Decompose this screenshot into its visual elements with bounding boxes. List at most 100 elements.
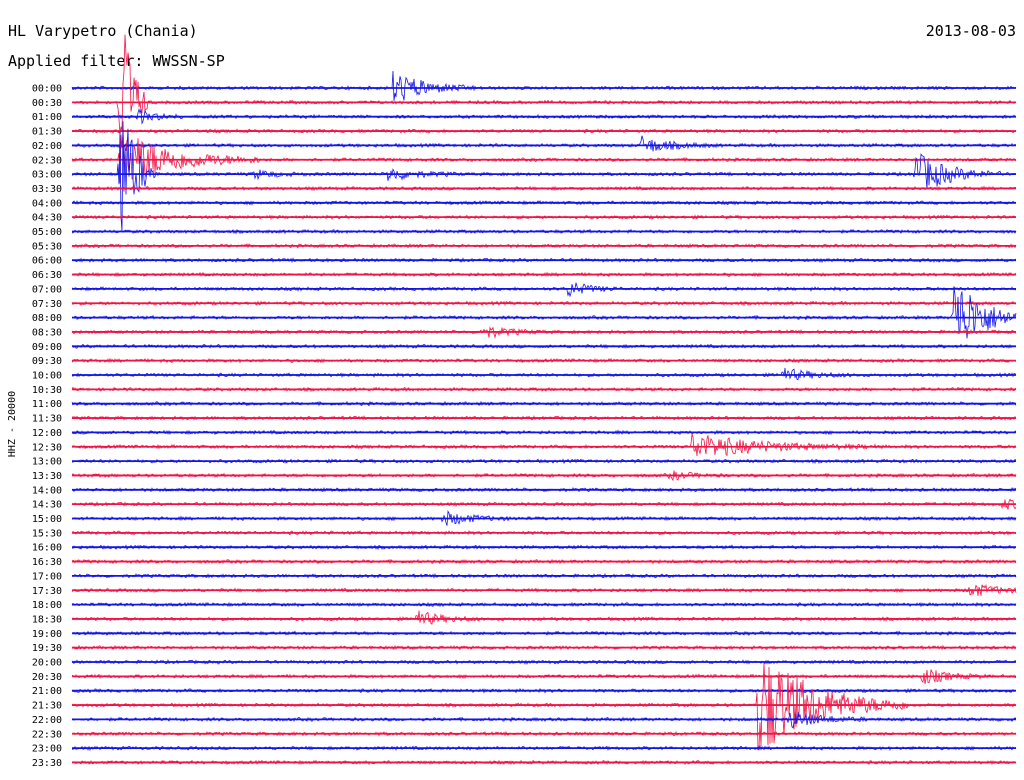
time-tick-label: 19:30 — [32, 643, 62, 654]
seismic-trace — [71, 669, 1017, 685]
time-tick-label: 21:00 — [32, 686, 62, 697]
seismic-trace — [71, 572, 1017, 579]
time-tick-label: 00:00 — [32, 84, 62, 95]
seismic-trace — [72, 744, 1017, 752]
time-tick-label: 23:00 — [32, 744, 62, 755]
seismic-trace — [71, 730, 1017, 737]
time-tick-label: 23:30 — [32, 758, 62, 769]
seismic-trace — [71, 214, 1017, 221]
time-tick-label: 07:30 — [32, 299, 62, 310]
time-tick-label: 05:30 — [32, 241, 62, 252]
time-tick-label: 09:30 — [32, 356, 62, 367]
seismic-trace — [71, 357, 1017, 364]
time-tick-label: 06:30 — [32, 270, 62, 281]
station-title: HL Varypetro (Chania) — [8, 22, 198, 40]
time-tick-label: 05:00 — [32, 227, 62, 238]
time-tick-label: 13:00 — [32, 457, 62, 468]
seismic-trace — [71, 386, 1017, 393]
seismic-trace — [71, 121, 1017, 231]
seismic-trace — [71, 658, 1017, 665]
time-tick-label: 01:30 — [32, 127, 62, 138]
time-tick-label: 12:00 — [32, 428, 62, 439]
seismic-trace — [71, 34, 1017, 135]
time-tick-label: 22:00 — [32, 715, 62, 726]
time-tick-label: 17:00 — [32, 571, 62, 582]
seismic-trace — [71, 687, 1017, 694]
seismic-trace — [71, 400, 1017, 407]
seismic-trace — [71, 129, 1017, 184]
time-tick-label: 18:30 — [32, 614, 62, 625]
seismic-trace — [71, 257, 1017, 264]
time-tick-label: 10:30 — [32, 385, 62, 396]
seismic-trace — [71, 644, 1017, 651]
time-tick-label: 11:00 — [32, 399, 62, 410]
channel-axis-label: HHZ - 20000 — [7, 391, 18, 457]
seismic-trace — [71, 759, 1017, 766]
time-tick-label: 04:30 — [32, 213, 62, 224]
seismic-trace — [71, 711, 1017, 729]
time-tick-label: 18:00 — [32, 600, 62, 611]
time-tick-label: 10:00 — [32, 371, 62, 382]
seismic-trace — [71, 630, 1017, 637]
seismic-trace — [71, 271, 1017, 278]
time-tick-label: 07:00 — [32, 284, 62, 295]
time-tick-label: 16:30 — [32, 557, 62, 568]
date-label: 2013-08-03 — [926, 22, 1016, 40]
seismic-trace — [71, 185, 1017, 192]
time-tick-label: 12:30 — [32, 442, 62, 453]
filter-label: Applied filter: WWSSN-SP — [8, 52, 225, 70]
time-tick-label: 16:00 — [32, 543, 62, 554]
time-tick-label: 08:00 — [32, 313, 62, 324]
seismic-trace — [71, 601, 1017, 608]
seismic-trace — [71, 282, 1017, 298]
time-tick-label: 00:30 — [32, 98, 62, 109]
seismic-trace — [71, 583, 1017, 596]
trace-group — [71, 34, 1017, 766]
seismic-trace — [71, 326, 1017, 339]
time-tick-label: 21:30 — [32, 701, 62, 712]
time-tick-group: 00:00 00:30 01:00 01:30 02:00 02:30 03:00 03:30… — [32, 84, 62, 769]
seismic-trace — [71, 529, 1017, 536]
time-tick-label: 01:00 — [32, 112, 62, 123]
time-tick-label: 08:30 — [32, 327, 62, 338]
seismic-trace — [71, 458, 1017, 465]
seismic-trace — [71, 300, 1017, 307]
seismic-trace — [71, 135, 1017, 152]
time-tick-label: 13:30 — [32, 471, 62, 482]
seismic-trace — [71, 429, 1017, 436]
time-tick-label: 11:30 — [32, 414, 62, 425]
seismic-trace — [71, 128, 1017, 135]
time-tick-label: 06:00 — [32, 256, 62, 267]
seismic-trace — [71, 470, 1017, 482]
seismic-trace — [71, 199, 1017, 206]
time-tick-label: 04:00 — [32, 198, 62, 209]
time-tick-label: 14:30 — [32, 500, 62, 511]
time-tick-label: 02:30 — [32, 155, 62, 166]
seismic-trace — [71, 544, 1017, 551]
seismic-trace — [71, 70, 1017, 101]
seismic-trace — [71, 286, 1017, 339]
time-tick-label: 19:00 — [32, 629, 62, 640]
seismic-trace — [71, 558, 1017, 565]
time-tick-label: 22:30 — [32, 729, 62, 740]
seismic-trace — [71, 486, 1017, 493]
time-tick-label: 20:00 — [32, 658, 62, 669]
seismic-trace — [71, 662, 1017, 751]
time-tick-label: 03:30 — [32, 184, 62, 195]
seismic-trace — [72, 228, 1017, 235]
time-tick-label: 03:00 — [32, 170, 62, 181]
time-tick-label: 09:00 — [32, 342, 62, 353]
seismic-trace — [71, 498, 1017, 510]
time-tick-label: 15:00 — [32, 514, 62, 525]
seismic-trace — [72, 610, 1017, 625]
time-tick-label: 17:30 — [32, 586, 62, 597]
seismic-trace — [71, 242, 1017, 249]
seismic-trace — [71, 107, 1017, 125]
time-tick-label: 14:00 — [32, 485, 62, 496]
time-tick-label: 20:30 — [32, 672, 62, 683]
seismic-trace — [71, 343, 1017, 350]
seismic-trace — [71, 510, 1017, 526]
seismic-trace — [71, 367, 1017, 381]
time-tick-label: 15:30 — [32, 528, 62, 539]
